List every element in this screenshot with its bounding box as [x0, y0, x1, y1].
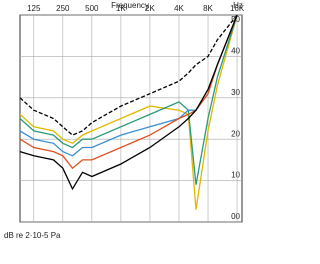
x-tick-label: 125 [27, 4, 41, 13]
y-tick-label: 20 [231, 129, 240, 138]
x-tick-label: 500 [85, 4, 99, 13]
series-line [19, 14, 238, 191]
series-line [19, 14, 238, 210]
x-tick-label: 16K [230, 4, 245, 13]
y-tick-label: 40 [231, 47, 240, 56]
y-tick-label: 00 [231, 212, 240, 221]
x-tick-label: 250 [56, 4, 70, 13]
x-tick-label: 4K [174, 4, 184, 13]
x-tick-label: 1K [116, 4, 126, 13]
x-unit: Hz [233, 1, 243, 10]
series-line [19, 14, 238, 185]
x-tick-label: 2K [145, 4, 155, 13]
chart: Frequency Hz dB re 2·10-5 Pa 00 10 20 30 40 5… [4, 1, 245, 240]
series-line [19, 14, 238, 170]
series-line [19, 14, 238, 136]
y-axis-label: dB re 2·10-5 Pa [4, 231, 61, 240]
chart-title: Frequency [111, 1, 149, 10]
y-tick-label: 30 [231, 88, 240, 97]
page: {"chart_data": {"type": "line", "title":… [4, 1, 245, 241]
y-tick-label: 10 [231, 171, 240, 180]
x-tick-label: 8K [203, 4, 213, 13]
